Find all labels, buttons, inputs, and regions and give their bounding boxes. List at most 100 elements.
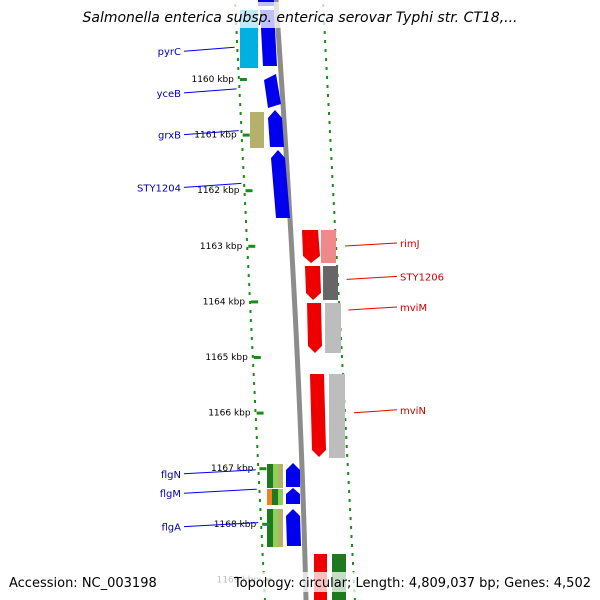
guide-dot — [329, 139, 332, 142]
gene-arrow-STY1206[interactable] — [305, 266, 321, 300]
guide-dot — [254, 418, 257, 421]
gene-block-grxB[interactable] — [250, 112, 264, 148]
leader-line — [183, 88, 237, 94]
tick-label: 1166 kbp — [208, 409, 251, 419]
gene-arrow[interactable] — [268, 110, 284, 147]
tick-mark — [248, 244, 256, 248]
gene-block[interactable] — [273, 509, 278, 547]
guide-dot — [325, 67, 328, 70]
leader-line — [183, 130, 239, 136]
guide-dot — [327, 94, 329, 97]
guide-dot — [262, 562, 265, 565]
guide-dot — [241, 157, 244, 160]
guide-dot — [329, 148, 332, 151]
guide-dot — [346, 454, 349, 457]
gene-arrow-mviN[interactable] — [310, 374, 326, 457]
gene-block[interactable] — [323, 266, 338, 300]
guide-dot — [345, 445, 348, 448]
guide-dot — [340, 346, 343, 349]
gene-label-mviM[interactable]: mviM — [400, 303, 427, 314]
gene-block[interactable] — [321, 230, 336, 263]
gene-block[interactable] — [273, 464, 278, 488]
guide-dot — [333, 211, 336, 214]
gene-arrow-STY1204[interactable] — [271, 150, 290, 218]
gene-arrow[interactable] — [286, 463, 300, 487]
guide-dot — [338, 301, 341, 304]
gene-block-flgN[interactable] — [267, 464, 273, 488]
guide-dot — [240, 139, 243, 142]
guide-dot — [351, 544, 353, 547]
guide-dot — [248, 292, 251, 295]
guide-dot — [260, 535, 263, 538]
guide-dot — [246, 247, 249, 250]
tick-label: 1161 kbp — [194, 131, 237, 141]
guide-dot — [259, 517, 262, 520]
gene-label-flgN[interactable]: flgN — [161, 470, 181, 481]
gene-block-flgA[interactable] — [267, 509, 273, 547]
tick-mark — [251, 300, 259, 304]
tick-mark — [256, 411, 264, 415]
gene-block-flgM[interactable] — [267, 489, 272, 505]
leader-line — [183, 488, 257, 494]
gene-labels: pyrC yceB grxB STY1204 rimJ STY1206 mviM mviN fl… — [137, 46, 444, 534]
guide-dot — [351, 553, 354, 556]
guide-dot — [241, 148, 244, 151]
guide-dot — [328, 112, 330, 115]
guide-dot — [253, 382, 256, 385]
guide-dot — [330, 166, 333, 169]
guide-dot — [248, 283, 251, 286]
tick-mark — [262, 522, 270, 526]
guide-dot — [335, 247, 338, 250]
guide-dot — [252, 364, 255, 367]
guide-dot — [254, 409, 257, 412]
gene-label-pyrC[interactable]: pyrC — [158, 47, 181, 58]
guide-dot — [348, 490, 351, 493]
gene-label-STY1206[interactable]: STY1206 — [400, 272, 444, 283]
guide-dot — [350, 526, 353, 529]
gene-block[interactable] — [278, 489, 283, 505]
tick-label: 1167 kbp — [211, 464, 254, 474]
gene-arrow-mviM[interactable] — [307, 303, 322, 353]
gene-block[interactable] — [278, 464, 283, 488]
guide-dot — [258, 490, 261, 493]
gene-label-mviN[interactable]: mviN — [400, 406, 426, 417]
gene-arrow-rimJ[interactable] — [302, 230, 320, 263]
gene-arrow[interactable] — [286, 488, 300, 504]
guide-dot — [249, 301, 252, 304]
gene-block[interactable] — [272, 489, 278, 505]
guide-dot — [246, 256, 249, 259]
guide-dot — [349, 517, 352, 520]
guide-dot — [236, 58, 239, 61]
guide-dot — [259, 508, 262, 511]
gene-label-grxB[interactable]: grxB — [158, 131, 181, 142]
tick-mark — [253, 356, 261, 359]
guide-dot — [239, 112, 242, 115]
gene-label-flgM[interactable]: flgM — [160, 489, 181, 500]
guide-dot — [250, 337, 253, 340]
guide-dot — [331, 175, 334, 178]
leader-line — [348, 306, 398, 311]
gene-label-flgA[interactable]: flgA — [162, 523, 182, 534]
leader-line — [183, 469, 256, 475]
guide-dot — [261, 544, 264, 547]
guide-dot — [245, 238, 248, 241]
guide-dot — [263, 598, 266, 600]
gene-block[interactable] — [325, 303, 341, 353]
gene-block[interactable] — [278, 509, 283, 547]
gene-arrow[interactable] — [286, 509, 301, 546]
guide-dot — [326, 85, 329, 88]
tick-label: 1162 kbp — [197, 186, 240, 196]
tick-label: 1164 kbp — [203, 297, 246, 307]
guide-dot — [244, 202, 247, 205]
guide-dot — [352, 562, 354, 565]
gene-label-rimJ[interactable]: rimJ — [400, 239, 420, 250]
gene-block[interactable] — [329, 374, 345, 458]
gene-arrow-yceB[interactable] — [264, 74, 281, 108]
guide-dot — [323, 31, 326, 34]
guide-dot — [242, 166, 245, 169]
gene-label-STY1204[interactable]: STY1204 — [137, 183, 181, 194]
gene-label-yceB[interactable]: yceB — [157, 89, 182, 100]
guide-dot — [257, 463, 260, 466]
tick-mark — [245, 189, 253, 193]
